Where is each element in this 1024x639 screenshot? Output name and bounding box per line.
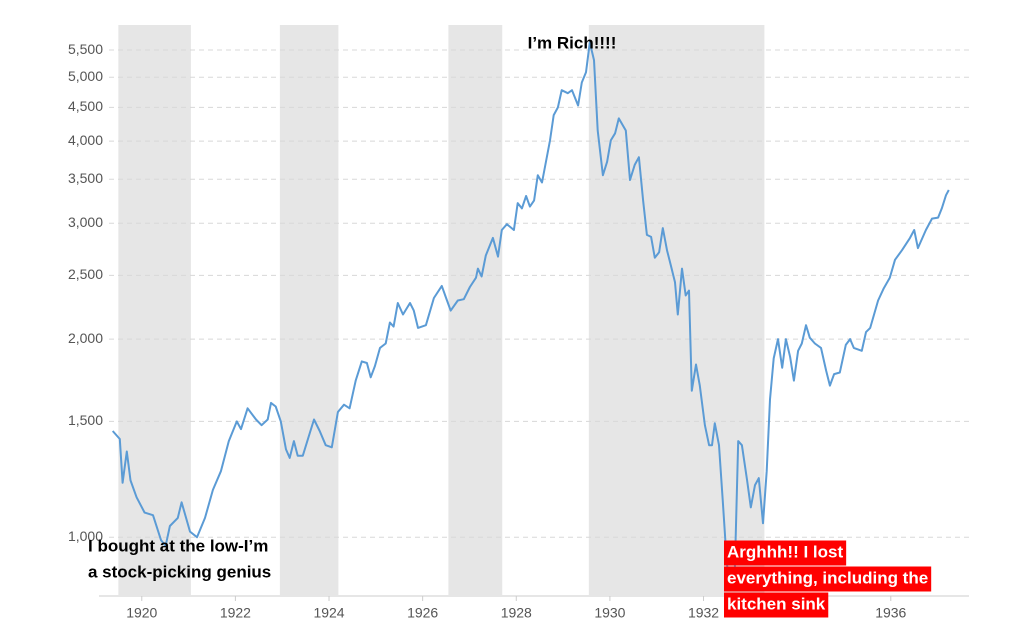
y-tick-label: 2,000 xyxy=(68,330,103,346)
annotation-box xyxy=(724,566,932,592)
x-tick-label: 1932 xyxy=(688,605,719,621)
x-tick-label: 1928 xyxy=(501,605,532,621)
y-tick-label: 5,500 xyxy=(68,41,103,57)
x-tick-label: 1926 xyxy=(407,605,438,621)
x-tick-label: 1936 xyxy=(875,605,906,621)
y-tick-label: 4,500 xyxy=(68,98,103,114)
shaded-range xyxy=(118,25,191,595)
annotation: a stock-picking genius xyxy=(88,562,271,581)
y-tick-label: 1,000 xyxy=(68,528,103,544)
annotation-box xyxy=(724,592,829,618)
y-tick-label: 1,500 xyxy=(68,412,103,428)
annotation: I’m Rich!!!! xyxy=(528,33,617,52)
x-tick-label: 1924 xyxy=(313,605,344,621)
y-tick-label: 2,500 xyxy=(68,266,103,282)
y-tick-label: 4,000 xyxy=(68,132,103,148)
shaded-range xyxy=(448,25,503,595)
annotation: I bought at the low-I’m xyxy=(88,536,268,555)
annotation: everything, including the xyxy=(727,568,928,587)
annotation-box xyxy=(724,540,847,566)
y-tick-label: 3,500 xyxy=(68,170,103,186)
annotation: Arghhh!! I lost xyxy=(727,542,843,561)
y-tick-label: 3,000 xyxy=(68,214,103,230)
x-tick-label: 1922 xyxy=(220,605,251,621)
y-tick-label: 5,000 xyxy=(68,68,103,84)
shaded-range xyxy=(279,25,339,595)
x-tick-label: 1930 xyxy=(594,605,625,621)
price-line xyxy=(111,41,950,592)
x-tick-label: 1920 xyxy=(126,605,157,621)
annotation: kitchen sink xyxy=(727,594,826,613)
